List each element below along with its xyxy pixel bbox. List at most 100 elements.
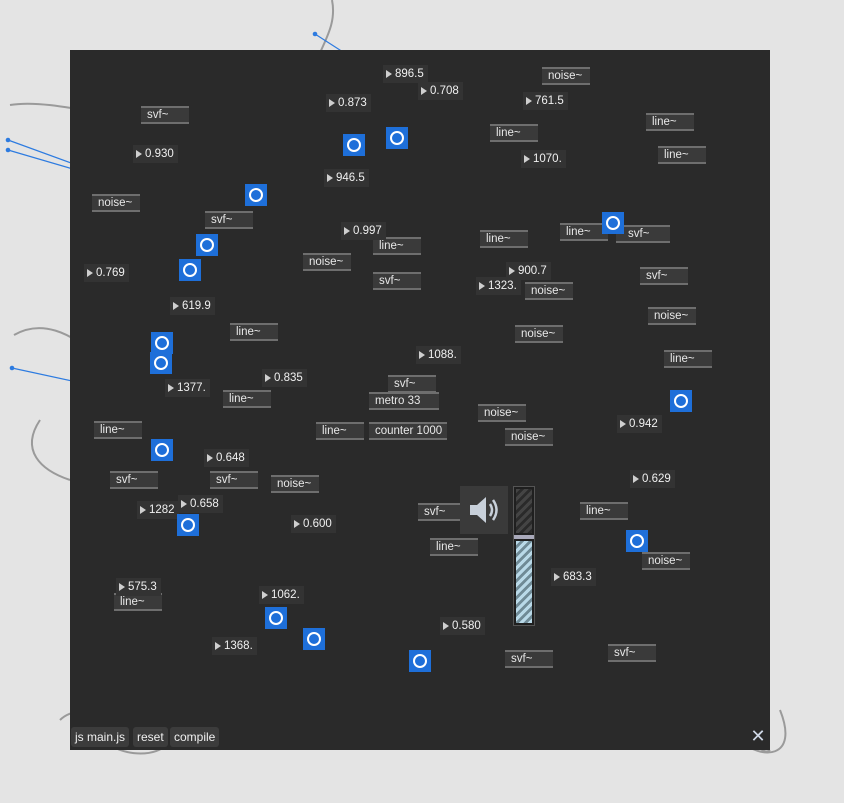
number-value: 0.600: [303, 518, 332, 530]
max-object[interactable]: line~: [94, 421, 142, 439]
max-object[interactable]: line~: [230, 323, 278, 341]
number-triangle-icon: [419, 351, 425, 359]
number-box[interactable]: 0.942: [617, 415, 662, 433]
max-object[interactable]: metro 33: [369, 392, 439, 410]
ezdac-speaker[interactable]: [460, 486, 508, 534]
bang-button[interactable]: [151, 332, 173, 354]
number-box[interactable]: 0.580: [440, 617, 485, 635]
bang-button[interactable]: [343, 134, 365, 156]
max-object[interactable]: line~: [316, 422, 364, 440]
max-object[interactable]: svf~: [205, 211, 253, 229]
number-box[interactable]: 1062.: [259, 586, 304, 604]
max-object[interactable]: svf~: [141, 106, 189, 124]
bang-button[interactable]: [151, 439, 173, 461]
max-object[interactable]: noise~: [642, 552, 690, 570]
reset-button[interactable]: reset: [133, 727, 168, 747]
number-value: 0.930: [145, 148, 174, 160]
bang-button[interactable]: [150, 352, 172, 374]
number-box[interactable]: 575.3: [116, 578, 161, 596]
bang-button[interactable]: [245, 184, 267, 206]
number-box[interactable]: 619.9: [170, 297, 215, 315]
max-object[interactable]: svf~: [640, 267, 688, 285]
bang-button[interactable]: [386, 127, 408, 149]
max-object[interactable]: svf~: [210, 471, 258, 489]
number-box[interactable]: 1323.: [476, 277, 521, 295]
number-box[interactable]: 0.708: [418, 82, 463, 100]
max-object[interactable]: svf~: [373, 272, 421, 290]
close-icon[interactable]: ✕: [750, 726, 766, 746]
max-object[interactable]: line~: [658, 146, 706, 164]
max-object[interactable]: noise~: [525, 282, 573, 300]
number-triangle-icon: [207, 454, 213, 462]
max-object[interactable]: svf~: [110, 471, 158, 489]
bang-button[interactable]: [602, 212, 624, 234]
number-box[interactable]: 900.7: [506, 262, 551, 280]
number-box[interactable]: 896.5: [383, 65, 428, 83]
bang-button[interactable]: [670, 390, 692, 412]
number-box[interactable]: 1088.: [416, 346, 461, 364]
max-object[interactable]: svf~: [388, 375, 436, 393]
max-object[interactable]: noise~: [542, 67, 590, 85]
number-triangle-icon: [620, 420, 626, 428]
number-box[interactable]: 0.629: [630, 470, 675, 488]
number-triangle-icon: [509, 267, 515, 275]
max-object[interactable]: svf~: [418, 503, 466, 521]
max-object[interactable]: noise~: [515, 325, 563, 343]
number-box[interactable]: 0.769: [84, 264, 129, 282]
bang-button[interactable]: [409, 650, 431, 672]
max-object[interactable]: noise~: [271, 475, 319, 493]
bang-button[interactable]: [196, 234, 218, 256]
gain-slider-knob[interactable]: [514, 535, 534, 539]
compile-button[interactable]: compile: [170, 727, 220, 747]
max-object[interactable]: noise~: [478, 404, 526, 422]
number-triangle-icon: [181, 500, 187, 508]
max-object[interactable]: noise~: [92, 194, 140, 212]
number-triangle-icon: [262, 591, 268, 599]
number-box[interactable]: 0.930: [133, 145, 178, 163]
number-box[interactable]: 1070.: [521, 150, 566, 168]
number-box[interactable]: 0.873: [326, 94, 371, 112]
number-triangle-icon: [119, 583, 125, 591]
gain-slider[interactable]: [513, 486, 535, 626]
number-box[interactable]: 946.5: [324, 169, 369, 187]
max-object[interactable]: noise~: [505, 428, 553, 446]
max-object[interactable]: counter 1000: [369, 422, 448, 440]
number-value: 1062.: [271, 589, 300, 601]
bang-icon: [249, 188, 263, 202]
max-object[interactable]: noise~: [303, 253, 351, 271]
number-box[interactable]: 683.3: [551, 568, 596, 586]
number-box[interactable]: 761.5: [523, 92, 568, 110]
number-box[interactable]: 1377.: [165, 379, 210, 397]
js-main-object[interactable]: js main.js: [71, 727, 130, 747]
max-object[interactable]: line~: [430, 538, 478, 556]
bang-icon: [154, 356, 168, 370]
number-box[interactable]: 0.648: [204, 449, 249, 467]
gain-slider-level: [516, 541, 532, 623]
bang-icon: [674, 394, 688, 408]
number-box[interactable]: 0.658: [178, 495, 223, 513]
max-object[interactable]: line~: [373, 237, 421, 255]
number-triangle-icon: [479, 282, 485, 290]
max-object[interactable]: svf~: [622, 225, 670, 243]
max-object[interactable]: line~: [664, 350, 712, 368]
number-box[interactable]: 1282: [137, 501, 179, 519]
bang-button[interactable]: [303, 628, 325, 650]
max-object[interactable]: line~: [223, 390, 271, 408]
max-object[interactable]: line~: [480, 230, 528, 248]
bang-button[interactable]: [265, 607, 287, 629]
number-box[interactable]: 0.997: [341, 222, 386, 240]
max-object[interactable]: noise~: [648, 307, 696, 325]
max-object[interactable]: line~: [580, 502, 628, 520]
bang-button[interactable]: [626, 530, 648, 552]
max-object[interactable]: svf~: [608, 644, 656, 662]
bang-button[interactable]: [177, 514, 199, 536]
number-box[interactable]: 0.600: [291, 515, 336, 533]
bang-icon: [390, 131, 404, 145]
bang-button[interactable]: [179, 259, 201, 281]
max-object[interactable]: line~: [560, 223, 608, 241]
number-box[interactable]: 0.835: [262, 369, 307, 387]
number-box[interactable]: 1368.: [212, 637, 257, 655]
max-object[interactable]: line~: [490, 124, 538, 142]
max-object[interactable]: svf~: [505, 650, 553, 668]
max-object[interactable]: line~: [646, 113, 694, 131]
